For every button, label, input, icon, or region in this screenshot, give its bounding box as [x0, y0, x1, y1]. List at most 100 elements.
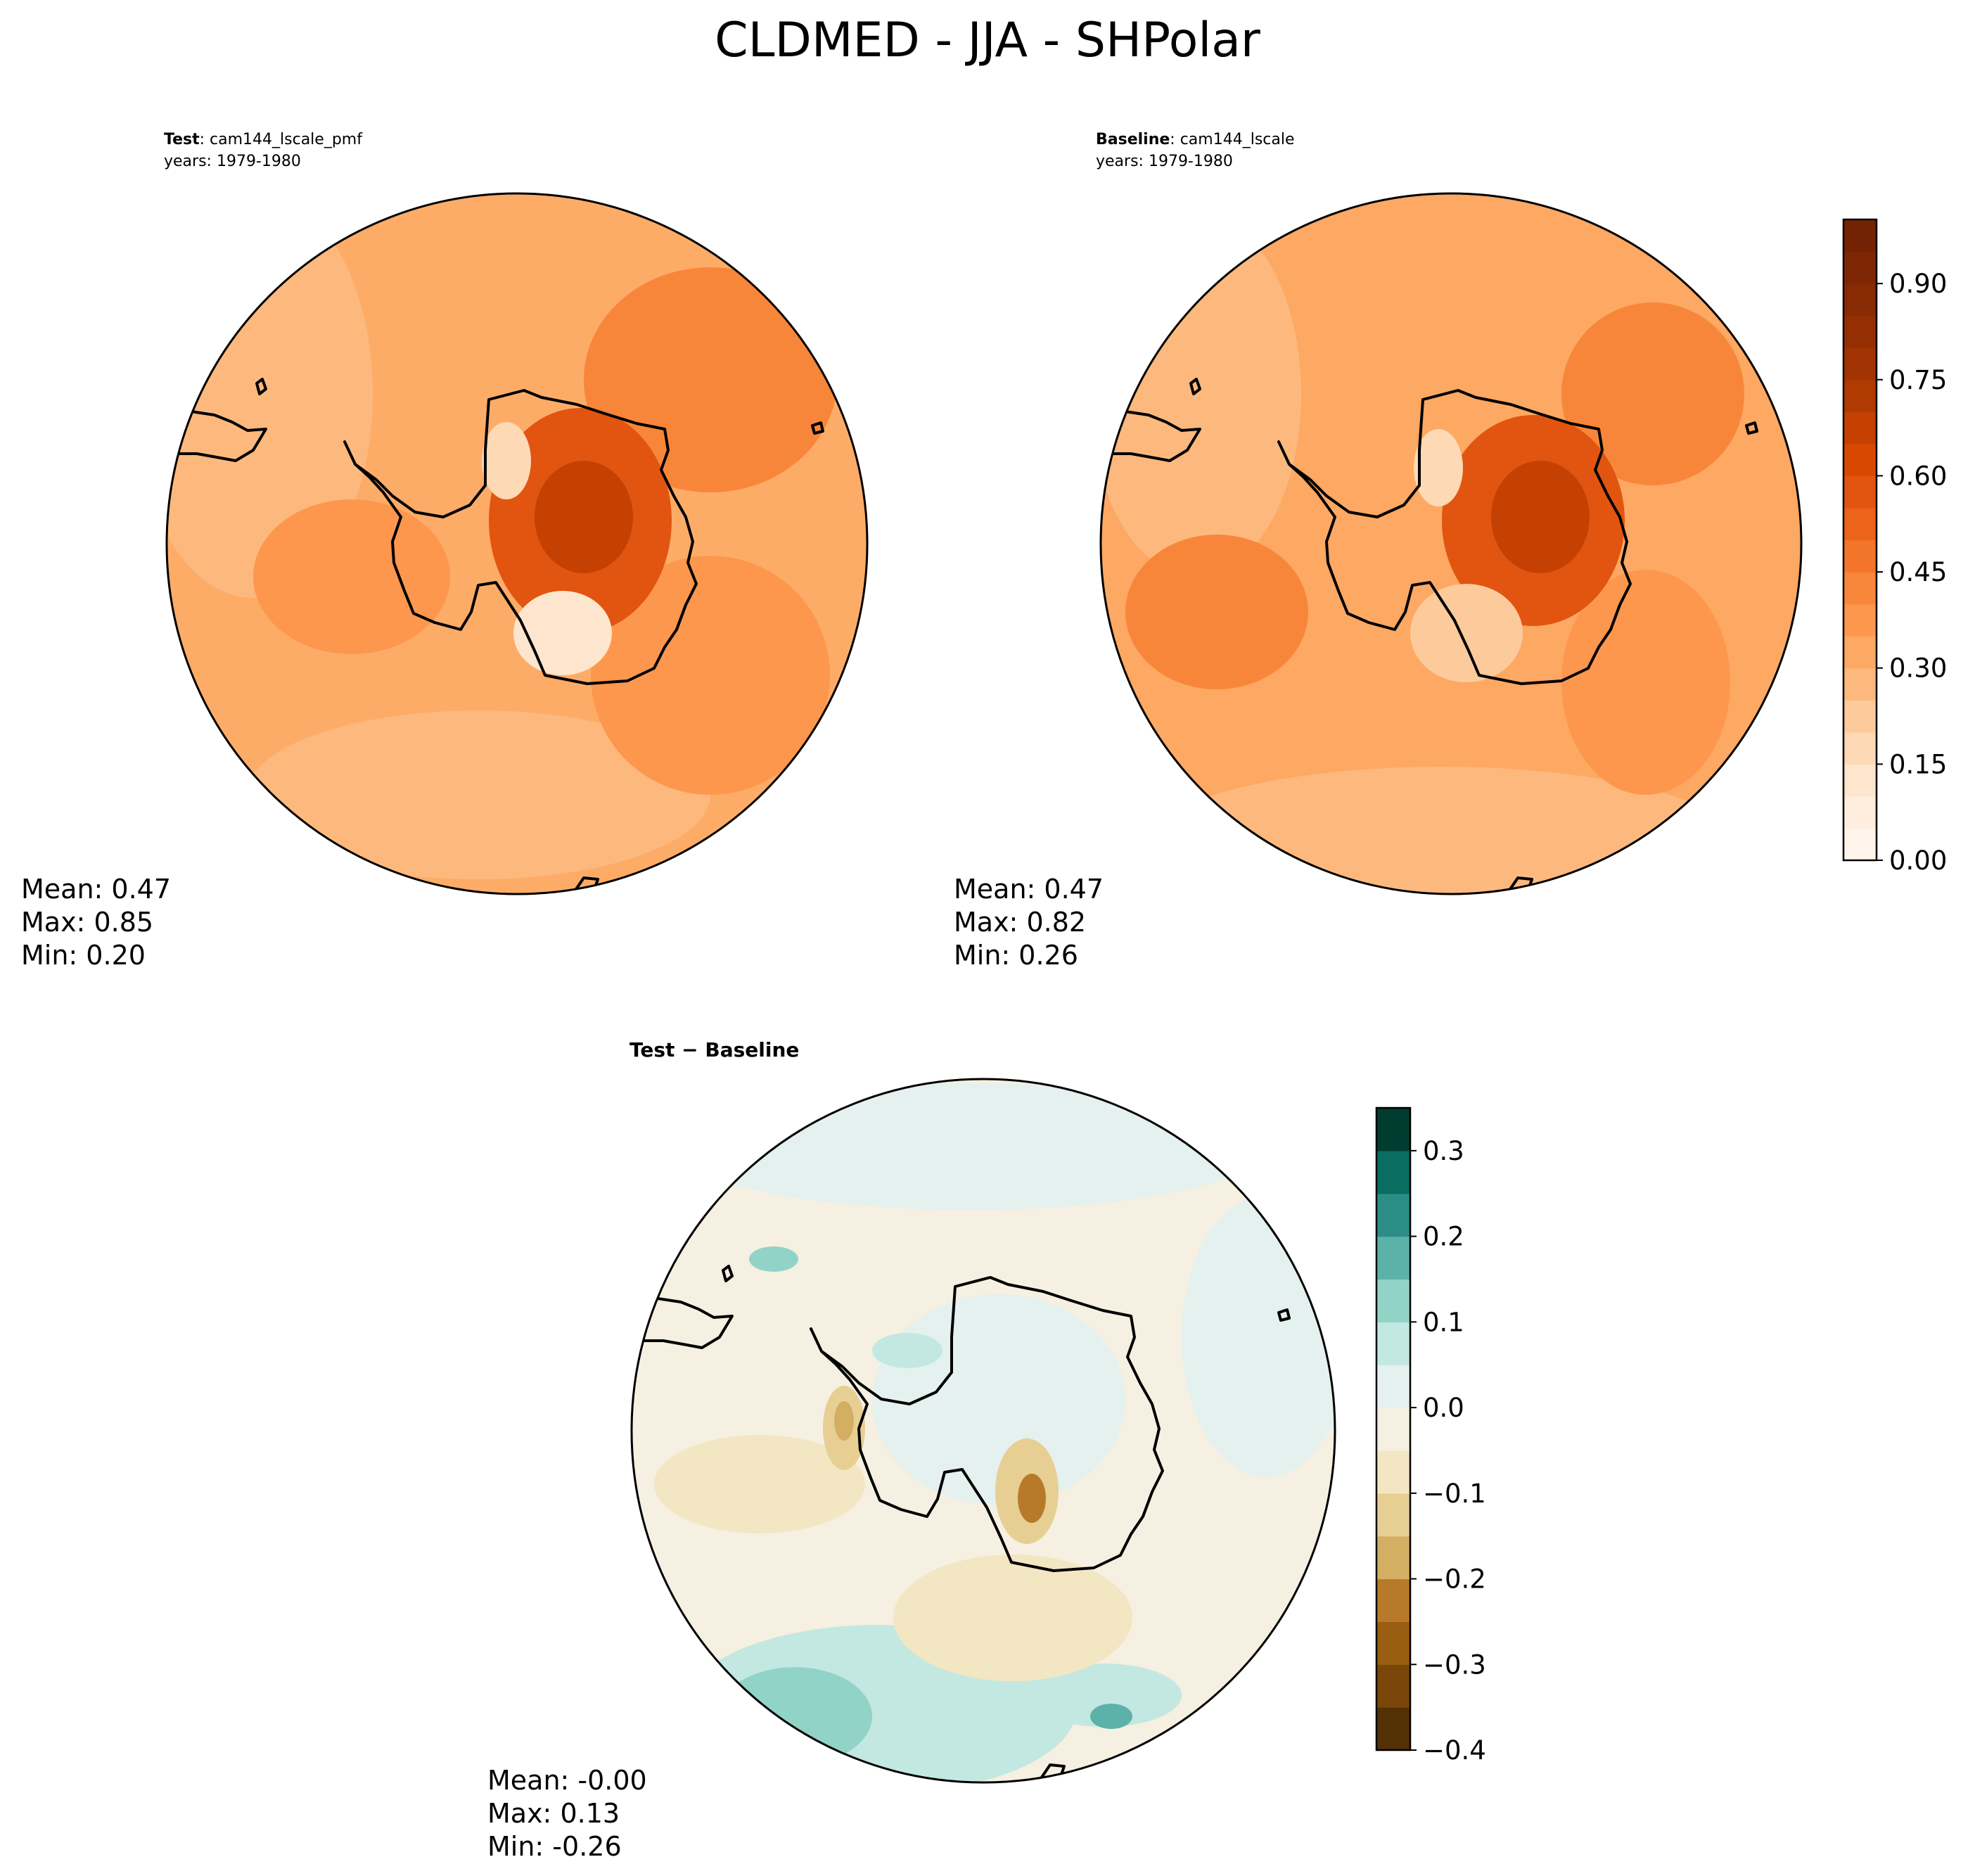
colorbar-main-swatch [1843, 636, 1877, 669]
colorbar-main-swatch [1843, 315, 1877, 348]
colorbar-diff-swatch [1376, 1193, 1410, 1237]
map-baseline-region [1410, 584, 1523, 682]
map-test-region [246, 710, 710, 879]
colorbar-main-tick-label: 0.90 [1889, 269, 1947, 299]
panel-diff-min: Min: -0.26 [487, 1831, 622, 1862]
panel-baseline-mean: Mean: 0.47 [954, 874, 1104, 905]
panel-baseline: Baseline: cam144_lscale years: 1979-1980… [954, 131, 1803, 971]
map-test-region [591, 556, 830, 795]
colorbar-diff-swatch [1376, 1322, 1410, 1365]
map-diff-region [1018, 1474, 1046, 1523]
colorbar-main-swatch [1843, 507, 1877, 541]
colorbar-main-swatch [1843, 700, 1877, 733]
colorbar-diff-swatch [1376, 1279, 1410, 1322]
colorbar-diff-tick-label: 0.1 [1423, 1307, 1464, 1337]
colorbar-main-swatch [1843, 828, 1877, 861]
map-baseline-region [1491, 461, 1590, 573]
colorbar-diff-swatch [1376, 1536, 1410, 1580]
map-diff-region [834, 1401, 854, 1441]
colorbar-main-swatch [1843, 540, 1877, 573]
colorbar-main: 0.00 0.15 0.30 0.45 0.60 0.75 0.90 [1842, 218, 1947, 876]
panel-test: Test: cam144_lscale_pmf years: 1979-1980… [21, 131, 869, 971]
colorbar-main-tick-label: 0.15 [1889, 749, 1947, 779]
colorbar-diff-frame [1375, 1106, 1412, 1751]
colorbar-diff-swatch [1376, 1150, 1410, 1194]
colorbar-main-tick-label: 0.30 [1889, 653, 1947, 684]
panel-baseline-label: Baseline: cam144_lscale [1096, 131, 1295, 148]
panel-test-mean: Mean: 0.47 [21, 874, 171, 905]
figure-title: CLDMED - JJA - SHPolar [715, 13, 1260, 68]
map-test-border [165, 192, 869, 895]
colorbar-main-swatch [1843, 476, 1877, 509]
panel-test-max: Max: 0.85 [21, 907, 153, 938]
south-america-outline [168, 403, 267, 462]
panel-test-label-rest: : cam144_lscale_pmf [200, 131, 364, 148]
colorbar-diff: −0.4 −0.3 −0.2 −0.1 0.0 0.1 0.2 0.3 [1375, 1106, 1486, 1766]
panel-test-years: years: 1979-1980 [164, 153, 301, 170]
colorbar-main-tick-label: 0.75 [1889, 365, 1947, 395]
colorbar-diff-swatch [1376, 1664, 1410, 1708]
island-outline [1745, 421, 1758, 435]
panel-baseline-min: Min: 0.26 [954, 940, 1078, 971]
map-test-region [513, 591, 612, 675]
south-america-outline [634, 1290, 734, 1349]
colorbar-main-tick-label: 0.60 [1889, 461, 1947, 491]
map-baseline-region [1561, 570, 1730, 795]
colorbar-main-tick-label: 0.00 [1889, 846, 1947, 876]
colorbar-main-swatch [1843, 604, 1877, 637]
panel-baseline-max: Max: 0.82 [954, 907, 1086, 938]
panel-test-label: Test: cam144_lscale_pmf [164, 131, 363, 148]
panel-diff-label-bold: Test − Baseline [629, 1038, 799, 1061]
panel-test-min: Min: 0.20 [21, 940, 146, 971]
colorbar-main-swatch [1843, 251, 1877, 284]
antarctica-outline [343, 389, 698, 685]
map-test-region [535, 461, 633, 573]
colorbar-main-swatch [1843, 379, 1877, 412]
panel-diff-label: Test − Baseline [629, 1038, 799, 1061]
panel-baseline-label-bold: Baseline [1096, 131, 1170, 148]
panel-baseline-label-rest: : cam144_lscale [1170, 131, 1294, 148]
map-diff [632, 1079, 1335, 1782]
island-outline [255, 378, 267, 395]
map-baseline [1101, 193, 1801, 894]
south-america-outline [1102, 403, 1201, 462]
colorbar-diff-tick-label: 0.3 [1423, 1136, 1464, 1166]
colorbar-main-swatch [1843, 732, 1877, 765]
island-outline [1189, 378, 1201, 395]
colorbar-diff-swatch [1376, 1578, 1410, 1622]
panel-baseline-years: years: 1979-1980 [1096, 153, 1233, 170]
map-diff-region [872, 1333, 942, 1368]
map-diff-region [675, 1083, 1266, 1210]
coastline-test [168, 378, 824, 894]
map-test-region [253, 499, 450, 654]
colorbar-main-swatch [1843, 347, 1877, 381]
colorbar-diff-tick-label: −0.2 [1423, 1564, 1486, 1595]
island-outline [1277, 1308, 1291, 1322]
colorbar-main-tick-label: 0.45 [1889, 557, 1947, 587]
panel-diff-mean: Mean: -0.00 [487, 1765, 647, 1796]
coastline-baseline [1102, 378, 1758, 894]
map-diff-region [1090, 1704, 1132, 1729]
colorbar-diff-tick-label: −0.1 [1423, 1479, 1486, 1509]
antarctica-outline [810, 1276, 1164, 1572]
colorbar-main-frame [1842, 218, 1878, 862]
colorbar-diff-tick-label: −0.4 [1423, 1735, 1486, 1766]
colorbar-diff-swatch [1376, 1365, 1410, 1408]
colorbar-diff-swatch [1376, 1493, 1410, 1537]
colorbar-main-swatch [1843, 668, 1877, 701]
colorbar-diff-swatch [1376, 1450, 1410, 1494]
map-baseline-region [1125, 535, 1308, 689]
map-baseline-region [1414, 429, 1463, 506]
island-outline [722, 1265, 734, 1282]
coastline-diff [634, 1265, 1291, 1782]
antarctica-outline [1277, 389, 1632, 685]
map-diff-region [1027, 1664, 1182, 1727]
map-diff-region [749, 1246, 798, 1272]
map-test-region [584, 267, 837, 492]
map-baseline-border [1099, 192, 1803, 895]
map-diff-region [893, 1555, 1132, 1681]
colorbar-main-swatch [1843, 443, 1877, 476]
colorbar-diff-tick-label: 0.0 [1423, 1393, 1464, 1423]
colorbar-diff-swatch [1376, 1408, 1410, 1451]
